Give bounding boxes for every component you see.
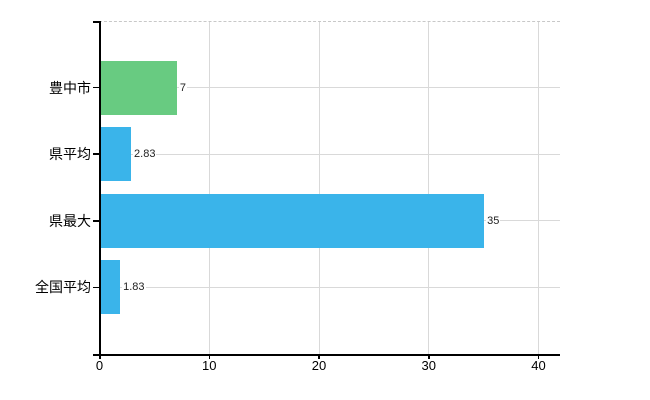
category-gridline: [100, 153, 560, 155]
y-axis-tick: [93, 153, 99, 155]
category-gridline: [100, 286, 560, 288]
y-axis-label: 豊中市: [49, 79, 91, 96]
vertical-gridline: [538, 22, 539, 354]
x-axis-tick-label: 20: [311, 358, 327, 373]
bar-value-label: 1.83: [122, 279, 146, 296]
x-axis-tick: [428, 355, 430, 359]
vertical-gridline: [208, 22, 210, 354]
bar-全国平均: [100, 260, 121, 315]
y-axis-label: 全国平均: [35, 279, 91, 296]
x-axis-tick: [208, 355, 210, 359]
y-axis-end-tick: [93, 21, 99, 23]
category-gridline: [100, 87, 560, 89]
x-axis-tick-label: 40: [531, 358, 546, 373]
y-axis-label: 県最大: [49, 212, 91, 229]
bar-value-label: 2.83: [133, 146, 157, 163]
y-axis-label: 県平均: [49, 146, 91, 163]
bar-県平均: [100, 127, 132, 182]
x-axis: [93, 354, 560, 356]
x-axis-tick-label: 30: [421, 358, 436, 373]
y-axis-tick: [93, 220, 99, 222]
x-axis-tick: [318, 355, 320, 359]
bar-県最大: [100, 193, 485, 248]
bar-value-label: 7: [178, 79, 187, 96]
x-axis-tick-label: 0: [95, 358, 104, 373]
bar-豊中市: [100, 60, 177, 115]
y-axis: [99, 21, 101, 359]
y-axis-tick: [93, 86, 99, 89]
plot-top-border: [99, 21, 560, 22]
bar-value-label: 35: [486, 212, 501, 229]
x-axis-tick: [537, 355, 540, 359]
vertical-gridline: [318, 22, 320, 354]
vertical-gridline: [428, 22, 430, 354]
y-axis-tick: [93, 286, 99, 289]
x-axis-tick-label: 10: [202, 358, 217, 373]
